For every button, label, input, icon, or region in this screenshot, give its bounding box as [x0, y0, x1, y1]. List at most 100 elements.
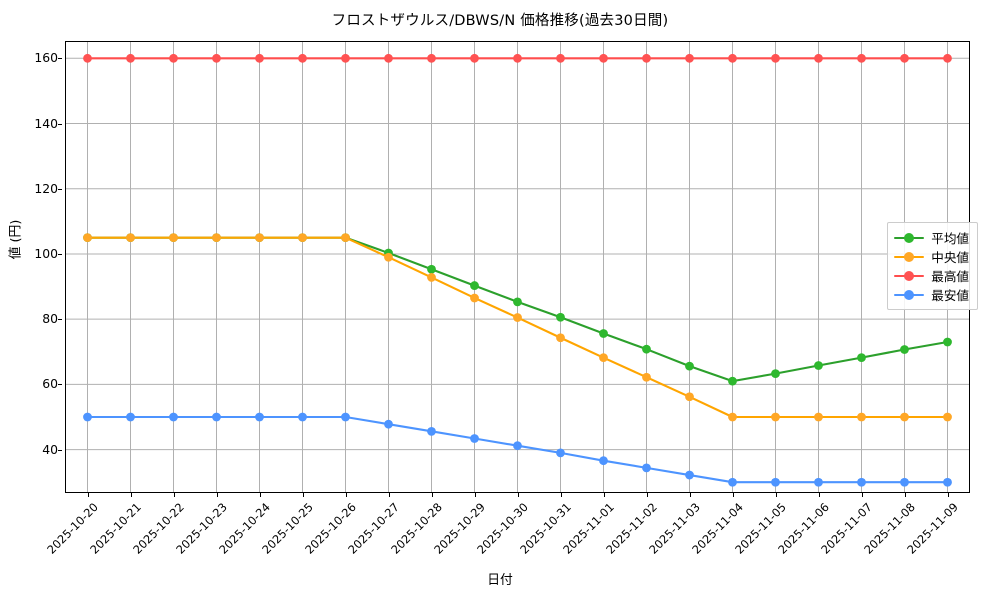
data-point-marker: [470, 293, 479, 303]
data-point-marker: [255, 233, 264, 243]
data-point-marker: [341, 53, 350, 63]
chart-title: フロストザウルス/DBWS/N 価格推移(過去30日間): [331, 13, 669, 29]
legend-label: 平均値: [931, 231, 969, 246]
data-point-marker: [857, 477, 866, 487]
legend-marker-icon: [904, 251, 915, 262]
x-tick-mark: [302, 493, 304, 497]
y-tick-mark: [58, 188, 62, 190]
data-point-marker: [771, 412, 780, 422]
data-point-marker: [728, 412, 737, 422]
data-point-marker: [556, 312, 565, 322]
legend-marker-icon: [904, 289, 915, 300]
data-point-marker: [513, 53, 522, 63]
data-point-marker: [427, 273, 436, 282]
data-point-marker: [255, 412, 264, 422]
x-tick-mark: [775, 493, 777, 497]
x-axis-label: 日付: [487, 573, 513, 588]
y-tick-mark: [58, 319, 62, 321]
data-point-marker: [126, 53, 135, 63]
data-point-marker: [642, 53, 651, 63]
data-point-marker: [857, 353, 866, 363]
x-tick-mark: [947, 493, 949, 497]
data-point-marker: [857, 53, 866, 63]
data-point-marker: [298, 412, 307, 422]
x-tick-mark: [689, 493, 691, 497]
data-point-marker: [599, 456, 608, 466]
data-point-marker: [341, 233, 350, 243]
legend-item[interactable]: 中央値: [894, 247, 969, 266]
data-point-marker: [900, 345, 909, 354]
data-point-marker: [169, 412, 178, 422]
data-point-marker: [384, 53, 393, 63]
data-point-marker: [255, 53, 264, 63]
legend-marker-icon: [904, 232, 915, 243]
data-point-marker: [298, 233, 307, 243]
data-point-marker: [513, 297, 522, 307]
chart-legend: 平均値中央値最高値最安値: [887, 222, 978, 310]
x-tick-mark: [474, 493, 476, 497]
data-point-marker: [599, 53, 608, 63]
data-point-marker: [126, 233, 135, 243]
data-point-marker: [384, 419, 393, 429]
plot-area: [65, 41, 970, 493]
data-point-marker: [298, 53, 307, 63]
data-point-marker: [341, 412, 350, 422]
data-point-marker: [427, 53, 436, 63]
data-point-marker: [126, 412, 135, 422]
y-tick-mark: [58, 384, 62, 386]
legend-item[interactable]: 最安値: [894, 285, 969, 304]
legend-item[interactable]: 最高値: [894, 266, 969, 285]
data-point-marker: [83, 412, 92, 422]
data-point-marker: [685, 53, 694, 63]
data-point-marker: [470, 53, 479, 63]
data-point-marker: [169, 53, 178, 63]
y-tick-label: 120: [34, 180, 58, 196]
x-tick-mark: [130, 493, 132, 497]
data-point-marker: [685, 392, 694, 402]
x-tick-mark: [861, 493, 863, 497]
y-tick-mark: [58, 58, 62, 60]
data-point-marker: [212, 53, 221, 63]
series-line: [86, 236, 949, 419]
x-axis-ticks: 2025-10-20 2025-10-21 2025-10-22 2025-10-23…: [44, 493, 970, 593]
x-tick-mark: [259, 493, 261, 497]
data-point-marker: [685, 361, 694, 371]
data-point-marker: [83, 233, 92, 243]
y-tick-label: 60: [42, 376, 58, 392]
x-tick-mark: [431, 493, 433, 497]
legend-item[interactable]: 平均値: [894, 228, 969, 247]
x-tick-mark: [603, 493, 605, 497]
data-point-marker: [212, 233, 221, 243]
x-tick-mark: [818, 493, 820, 497]
data-point-marker: [642, 344, 651, 354]
legend-swatch: [894, 289, 925, 301]
legend-swatch: [894, 251, 925, 263]
data-point-marker: [599, 353, 608, 363]
data-point-marker: [814, 361, 823, 370]
y-tick-label: 140: [34, 115, 58, 131]
data-point-marker: [427, 264, 436, 274]
data-point-marker: [212, 412, 221, 422]
legend-label: 最高値: [931, 269, 969, 284]
data-point-marker: [943, 477, 952, 487]
data-point-marker: [513, 441, 522, 451]
data-point-marker: [642, 463, 651, 473]
y-tick-label: 100: [34, 245, 58, 261]
x-tick-mark: [345, 493, 347, 497]
legend-label: 中央値: [931, 250, 969, 265]
y-tick-mark: [58, 449, 62, 451]
x-tick-mark: [904, 493, 906, 497]
data-point-marker: [857, 412, 866, 422]
data-series-layer: [83, 53, 952, 487]
y-axis-ticks: 40 60 80 100 120 140 160: [0, 41, 62, 493]
data-point-marker: [728, 53, 737, 63]
data-point-marker: [900, 412, 909, 422]
y-tick-label: 40: [42, 441, 58, 457]
data-point-marker: [642, 372, 651, 382]
x-tick-mark: [646, 493, 648, 497]
series-line: [86, 236, 949, 383]
legend-label: 最安値: [931, 288, 969, 303]
y-tick-label: 80: [42, 311, 58, 327]
x-tick-mark: [173, 493, 175, 497]
